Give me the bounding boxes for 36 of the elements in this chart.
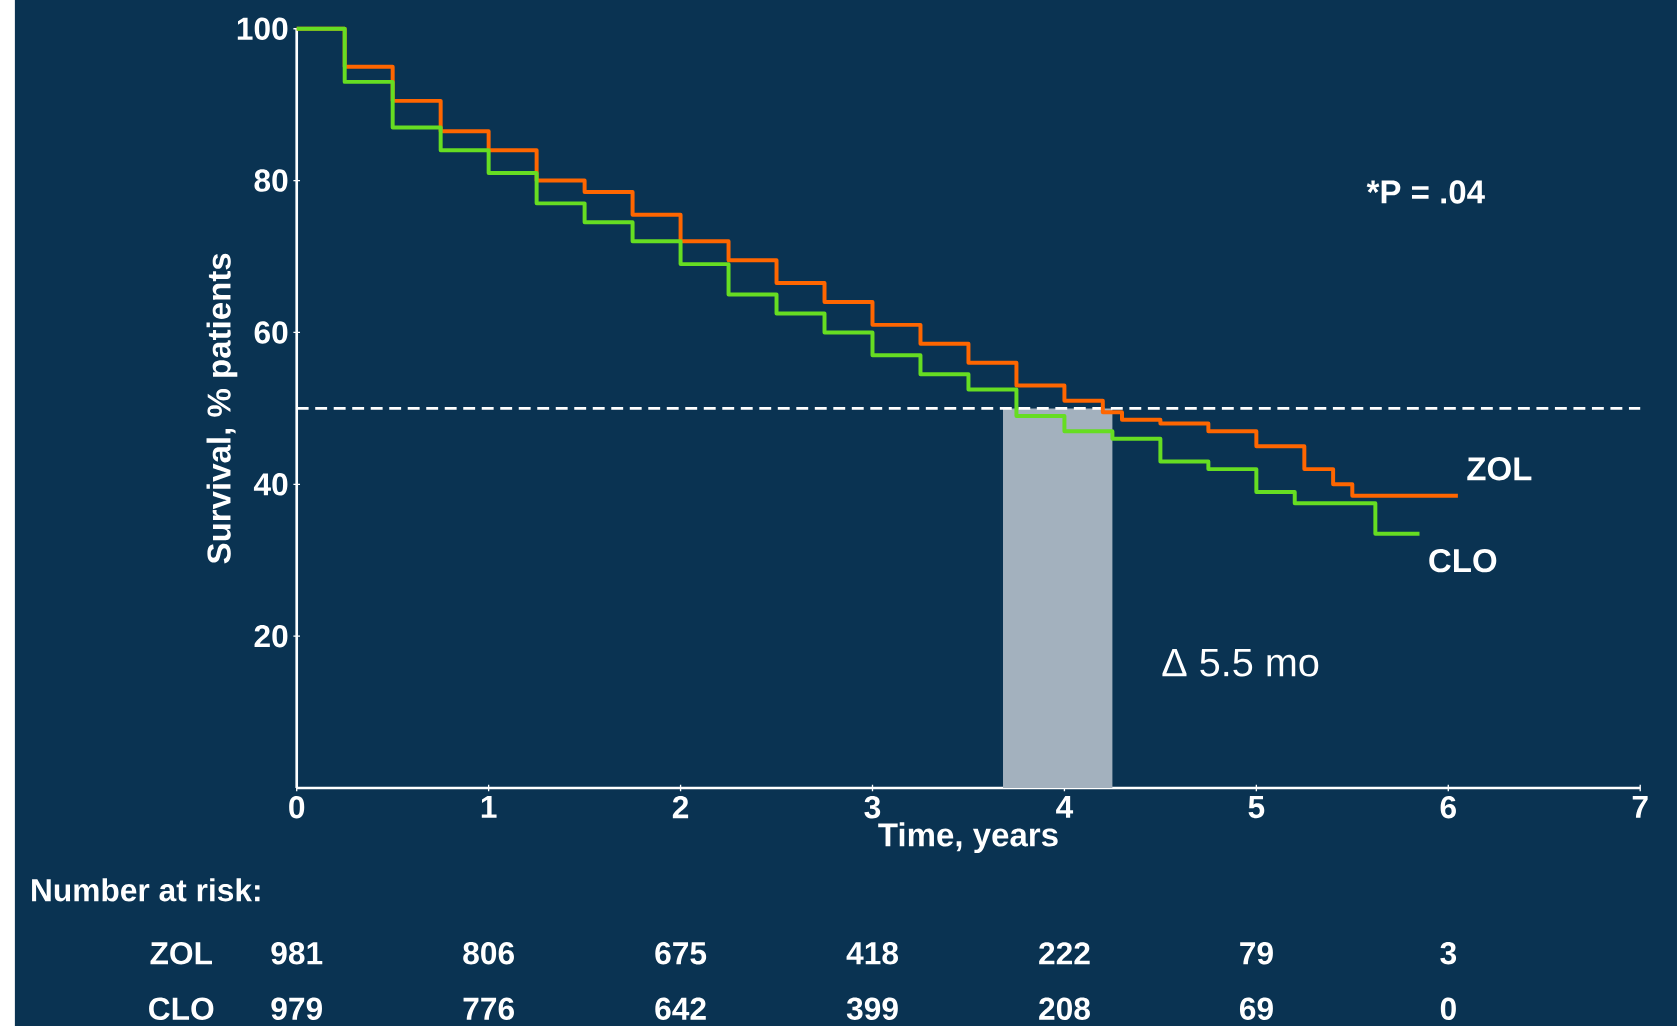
text: 79 <box>1240 942 1273 965</box>
text: 222 <box>1039 942 1090 965</box>
y-tick-label: 100 <box>237 17 288 40</box>
text: 806 <box>463 942 514 965</box>
y-tick-label: 20 <box>254 624 288 648</box>
x-tick-label: 1 <box>481 796 497 818</box>
text: 675 <box>655 942 707 965</box>
text: 418 <box>846 942 899 965</box>
text: 0 <box>1440 997 1456 1020</box>
x-tick-label: 4 <box>1056 796 1074 818</box>
x-tick-label: 5 <box>1248 796 1265 819</box>
text: 69 <box>1239 997 1273 1020</box>
annotation: *P = .04 <box>1366 180 1485 204</box>
text: 399 <box>846 997 898 1021</box>
x-tick-label: 6 <box>1440 796 1456 819</box>
annotation: Δ 5.5 mo <box>1162 648 1319 677</box>
x-tick-label: 2 <box>672 796 689 819</box>
text: ZOL <box>150 942 212 965</box>
x-tick-label: 7 <box>1632 796 1648 818</box>
y-tick-label: 60 <box>254 321 288 344</box>
text: Number at risk: <box>32 878 260 902</box>
text: 979 <box>271 997 322 1020</box>
text: 642 <box>655 997 706 1020</box>
y-tick-label: 80 <box>254 169 288 192</box>
text: 3 <box>1440 942 1457 965</box>
y-tick-label: 40 <box>253 473 288 496</box>
x-tick-label: 3 <box>864 796 881 819</box>
x-tick-label: 0 <box>289 796 305 819</box>
series-label: ZOL <box>1467 457 1532 481</box>
text: CLO <box>149 997 214 1020</box>
x-axis-title: Time, years <box>878 822 1058 854</box>
text: 776 <box>463 997 514 1020</box>
text: 208 <box>1039 997 1090 1020</box>
y-axis-title: Survival, % patients <box>206 253 238 564</box>
series-label: CLO <box>1429 548 1497 573</box>
text: 981 <box>271 942 323 965</box>
